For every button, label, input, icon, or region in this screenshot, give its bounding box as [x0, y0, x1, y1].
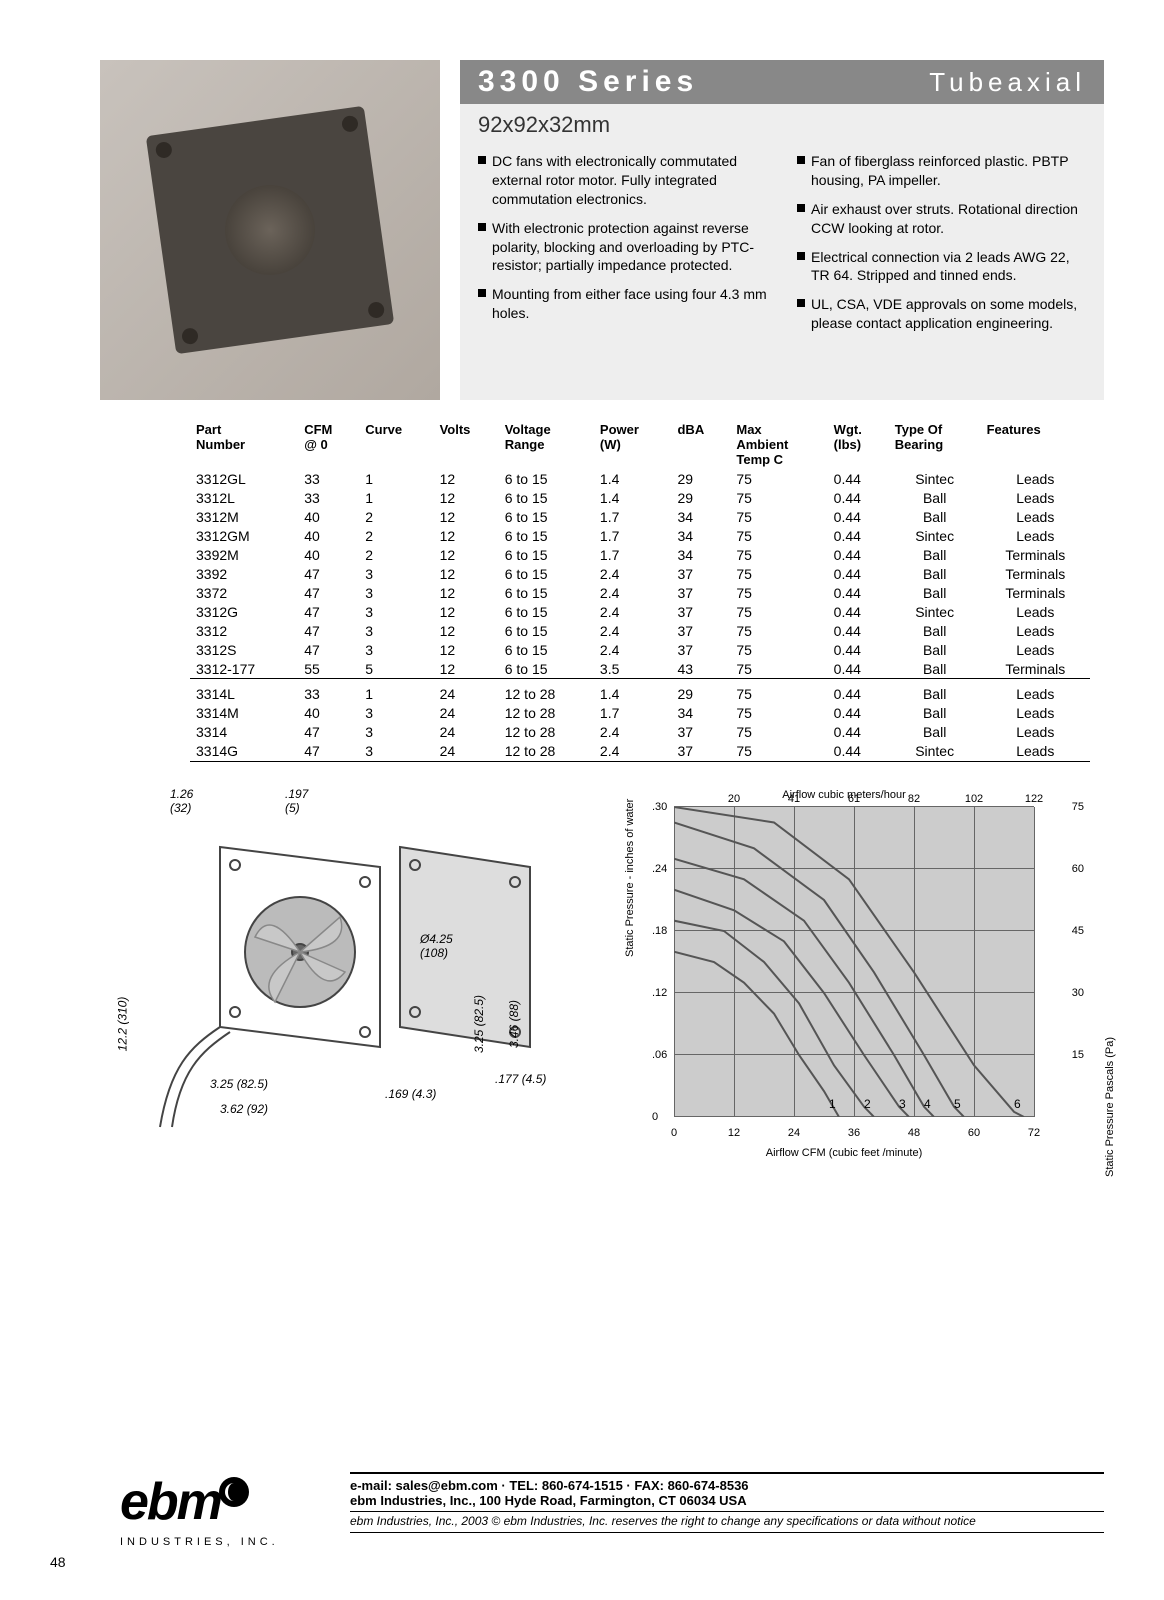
col-header: Volts — [434, 420, 499, 469]
category-label: Tubeaxial — [929, 67, 1086, 98]
feature-item: Fan of fiberglass reinforced plastic. PB… — [797, 152, 1086, 190]
product-photo — [100, 60, 440, 400]
dimension-drawing: 1.26(32) .197(5) 12.2 (310) 3.25 (82.5) … — [100, 787, 580, 1147]
page-number: 48 — [50, 1554, 66, 1570]
table-row: 3314G4732412 to 282.437750.44SintecLeads — [190, 742, 1090, 762]
spec-table: PartNumberCFM@ 0CurveVoltsVoltageRangePo… — [190, 420, 1090, 767]
y-axis-label: Static Pressure - inches of water — [624, 799, 636, 957]
table-row: 3312-177555126 to 153.543750.44BallTermi… — [190, 659, 1090, 679]
col-header: PartNumber — [190, 420, 298, 469]
table-row: 3312G473126 to 152.437750.44SintecLeads — [190, 602, 1090, 621]
x-axis-label: Airflow CFM (cubic feet /minute) — [614, 1147, 1074, 1159]
feature-item: Mounting from either face using four 4.3… — [478, 285, 767, 323]
table-row: 3314M4032412 to 281.734750.44BallLeads — [190, 704, 1090, 723]
y2-axis-label: Static Pressure Pascals (Pa) — [1104, 1037, 1116, 1177]
performance-chart: Airflow cubic meters/hour 123456 Static … — [614, 787, 1074, 1157]
col-header: MaxAmbientTemp C — [730, 420, 827, 469]
col-header: Curve — [359, 420, 433, 469]
col-header: Type OfBearing — [889, 420, 981, 469]
table-row: 33144732412 to 282.437750.44BallLeads — [190, 723, 1090, 742]
feature-item: Electrical connection via 2 leads AWG 22… — [797, 248, 1086, 286]
table-row: 3372473126 to 152.437750.44BallTerminals — [190, 583, 1090, 602]
series-header: 3300 Series Tubeaxial — [460, 60, 1104, 104]
footer-text: e-mail: sales@ebm.com · TEL: 860-674-151… — [350, 1472, 1104, 1533]
x2-axis-label: Airflow cubic meters/hour — [614, 789, 1074, 801]
table-row: 3312GL331126 to 151.429750.44SintecLeads — [190, 469, 1090, 488]
table-row: 3312GM402126 to 151.734750.44SintecLeads — [190, 526, 1090, 545]
feature-item: With electronic protection against rever… — [478, 219, 767, 276]
col-header: Power(W) — [594, 420, 672, 469]
table-row: 3392473126 to 152.437750.44BallTerminals — [190, 564, 1090, 583]
col-header: VoltageRange — [499, 420, 594, 469]
table-row: 3314L3312412 to 281.429750.44BallLeads — [190, 685, 1090, 704]
features-col-2: Fan of fiberglass reinforced plastic. PB… — [797, 152, 1086, 343]
feature-item: Air exhaust over struts. Rotational dire… — [797, 200, 1086, 238]
feature-item: DC fans with electronically commutated e… — [478, 152, 767, 209]
series-title: 3300 Series — [478, 65, 698, 99]
table-row: 3392M402126 to 151.734750.44BallTerminal… — [190, 545, 1090, 564]
col-header: CFM@ 0 — [298, 420, 359, 469]
table-row: 3312S473126 to 152.437750.44BallLeads — [190, 640, 1090, 659]
feature-item: UL, CSA, VDE approvals on some models, p… — [797, 295, 1086, 333]
footer-logo: ebm INDUSTRIES, INC. — [120, 1472, 320, 1550]
table-row: 3312473126 to 152.437750.44BallLeads — [190, 621, 1090, 640]
dimensions-line: 92x92x32mm — [460, 104, 1104, 152]
features-col-1: DC fans with electronically commutated e… — [478, 152, 767, 343]
col-header: dBA — [671, 420, 730, 469]
col-header: Features — [981, 420, 1090, 469]
table-row: 3312M402126 to 151.734750.44BallLeads — [190, 507, 1090, 526]
table-row: 3312L331126 to 151.429750.44BallLeads — [190, 488, 1090, 507]
col-header: Wgt.(lbs) — [828, 420, 889, 469]
